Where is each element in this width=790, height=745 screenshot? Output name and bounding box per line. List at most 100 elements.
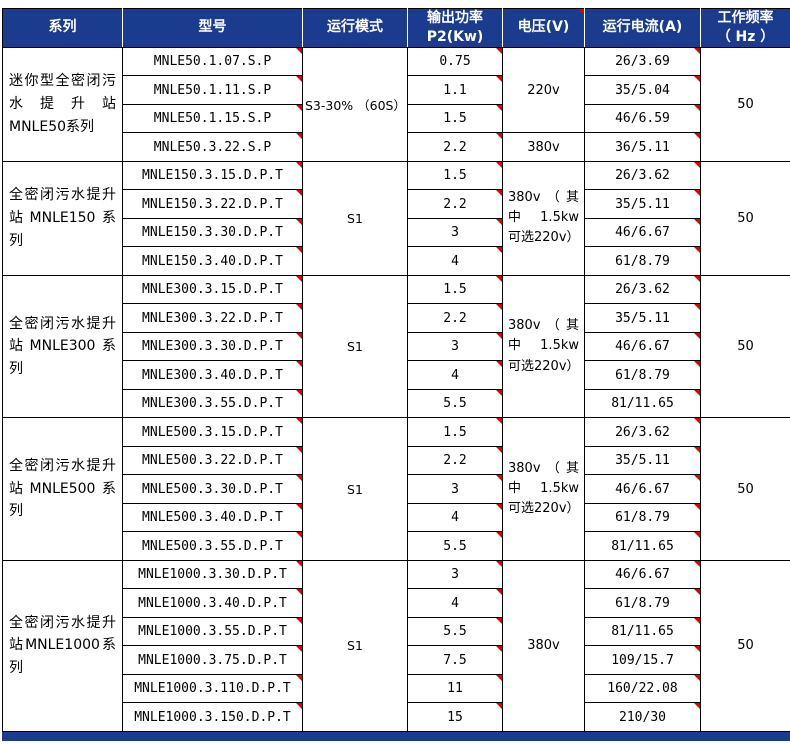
model-cell: MNLE50.3.22.S.P (122, 132, 303, 162)
comment-marker-icon (296, 418, 302, 425)
power-cell: 5.5 (407, 616, 503, 647)
current-cell: 46/6.67 (584, 474, 701, 504)
model-cell: MNLE300.3.30.D.P.T (122, 331, 303, 362)
model-text: MNLE50.3.22.S.P (153, 139, 272, 155)
table-row: 全密闭污水提升站MNLE500系列 MNLE500.3.15.D.P.T S1 … (2, 417, 790, 561)
power-cell: 4 (407, 588, 503, 618)
current-cell: 61/8.79 (584, 360, 701, 390)
comment-marker-icon (694, 589, 700, 596)
current-text: 46/6.67 (615, 567, 670, 583)
voltage-cell: 380v（其中 1.5kw 可选220v） (502, 160, 585, 276)
current-cell: 26/3.62 (584, 160, 701, 191)
power-text: 1.5 (443, 424, 467, 440)
header-mode: 运行模式 (302, 8, 408, 48)
comment-marker-icon (496, 390, 502, 396)
comment-marker-icon (496, 162, 502, 168)
comment-marker-icon (496, 276, 502, 282)
model-cell: MNLE150.3.15.D.P.T (122, 160, 303, 191)
comment-marker-icon (694, 76, 700, 83)
power-text: 1.5 (443, 111, 467, 127)
comment-marker-icon (694, 333, 700, 339)
comment-marker-icon (296, 247, 302, 254)
table-row: MNLE150.3.30.D.P.T 3 46/6.67 (3, 217, 790, 248)
current-cell: 36/5.11 (584, 132, 701, 162)
model-text: MNLE50.1.15.S.P (153, 111, 272, 127)
model-cell: MNLE300.3.40.D.P.T (122, 360, 303, 390)
comment-marker-icon (296, 618, 302, 624)
model-text: MNLE1000.3.30.D.P.T (138, 567, 287, 583)
current-text: 61/8.79 (615, 510, 670, 526)
current-cell: 26/3.62 (584, 274, 701, 305)
power-cell: 3 (407, 474, 503, 504)
power-cell: 1.5 (407, 103, 503, 134)
current-text: 26/3.62 (615, 282, 670, 298)
current-text: 46/6.67 (615, 339, 670, 355)
comment-marker-icon (496, 304, 502, 311)
comment-marker-icon (694, 219, 700, 225)
header-power: 输出功率 P2(Kw) (407, 8, 503, 48)
comment-marker-icon (296, 219, 302, 225)
comment-marker-icon (296, 133, 302, 140)
model-text: MNLE1000.3.150.D.P.T (134, 709, 291, 725)
current-cell: 61/8.79 (584, 246, 701, 276)
pump-spec-table: 系列 型号 运行模式 输出功率 P2(Kw) 电压(V) 运行电流(A) 工作频… (2, 8, 790, 732)
comment-marker-icon (296, 561, 302, 567)
power-cell: 2.2 (407, 303, 503, 333)
mode-cell: S1 (302, 274, 408, 419)
model-text: MNLE300.3.40.D.P.T (142, 367, 283, 383)
comment-marker-icon (694, 361, 700, 368)
model-text: MNLE50.1.11.S.P (153, 82, 272, 98)
power-cell: 1.5 (407, 417, 503, 447)
current-cell: 35/5.04 (584, 75, 701, 105)
frequency-cell: 50 (700, 46, 790, 162)
power-text: 1.5 (443, 168, 467, 184)
power-text: 1.5 (443, 282, 467, 298)
table-row: MNLE500.3.22.D.P.T 2.2 35/5.11 (3, 445, 790, 476)
model-cell: MNLE1000.3.40.D.P.T (122, 588, 303, 618)
frequency-cell: 50 (700, 274, 790, 419)
power-text: 3 (451, 481, 459, 497)
current-cell: 61/8.79 (584, 588, 701, 618)
comment-marker-icon (694, 475, 700, 482)
model-text: MNLE300.3.15.D.P.T (142, 282, 283, 298)
comment-marker-icon (296, 105, 302, 111)
current-text: 61/8.79 (615, 595, 670, 611)
power-text: 7.5 (443, 652, 467, 668)
comment-marker-icon (496, 561, 502, 567)
table-row: MNLE1000.3.40.D.P.T 4 61/8.79 (3, 588, 790, 618)
model-text: MNLE300.3.30.D.P.T (142, 339, 283, 355)
series-cell: 全密闭污水提升站MNLE300系列 (2, 274, 123, 419)
current-cell: 26/3.69 (584, 46, 701, 77)
comment-marker-icon (296, 361, 302, 368)
model-cell: MNLE50.1.15.S.P (122, 103, 303, 134)
comment-marker-icon (694, 48, 700, 54)
series-cell: 迷你型全密闭污水提升站MNLE50系列 (2, 46, 123, 162)
power-cell: 3 (407, 559, 503, 590)
current-cell: 210/30 (584, 702, 701, 732)
current-text: 81/11.65 (611, 624, 674, 640)
model-cell: MNLE1000.3.110.D.P.T (122, 673, 303, 704)
comment-marker-icon (296, 703, 302, 710)
current-cell: 109/15.7 (584, 645, 701, 675)
power-text: 0.75 (439, 54, 471, 70)
current-cell: 46/6.67 (584, 559, 701, 590)
header-frequency: 工作频率 （ Hz ） (700, 8, 790, 48)
power-text: 2.2 (443, 453, 467, 469)
current-text: 35/5.11 (615, 196, 670, 212)
current-text: 160/22.08 (607, 681, 678, 697)
comment-marker-icon (496, 532, 502, 539)
comment-marker-icon (496, 447, 502, 453)
comment-marker-icon (694, 532, 700, 539)
frequency-cell: 50 (700, 160, 790, 276)
table-row: MNLE300.3.22.D.P.T 2.2 35/5.11 (3, 303, 790, 333)
power-text: 5.5 (443, 538, 467, 554)
current-text: 81/11.65 (611, 538, 674, 554)
current-cell: 81/11.65 (584, 388, 701, 419)
comment-marker-icon (296, 589, 302, 596)
power-text: 4 (451, 367, 459, 383)
current-text: 35/5.04 (615, 82, 670, 98)
comment-marker-icon (694, 190, 700, 197)
model-cell: MNLE500.3.22.D.P.T (122, 445, 303, 476)
comment-marker-icon (496, 589, 502, 596)
